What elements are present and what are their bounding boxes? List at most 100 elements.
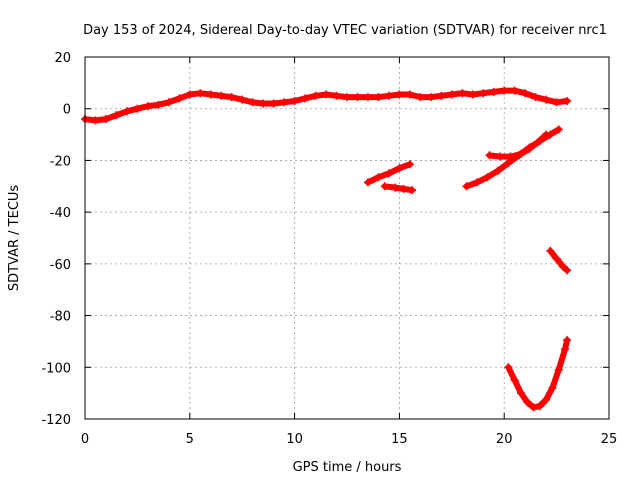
data-point [353,93,362,102]
x-tick-label: 20 [496,432,513,447]
data-point [437,91,446,100]
x-axis-label: GPS time / hours [293,460,402,475]
grid [84,56,610,420]
series-trace [547,247,571,274]
data-point [485,151,494,160]
data-point [563,266,572,275]
data-point [489,87,498,96]
data-point [269,99,278,108]
data-point [472,178,481,187]
data-point [154,100,163,109]
y-tick-label: -40 [50,206,71,221]
data-point [391,183,400,192]
data-point [290,96,299,105]
data-point [133,104,142,113]
data-point [523,398,532,407]
y-tick-label: -60 [50,258,71,273]
data-point [143,102,152,111]
plot-frame [84,56,610,420]
data-series [504,336,572,412]
data-point [175,94,184,103]
data-point [493,166,502,175]
chart-title: Day 153 of 2024, Sidereal Day-to-day VTE… [83,23,607,38]
data-series [546,246,572,275]
data-point [516,149,525,158]
data-point [164,98,173,107]
data-point [217,91,226,100]
data-point [552,98,561,107]
x-tick-label: 25 [601,432,618,447]
y-tick-label: -100 [41,361,71,376]
data-point [479,89,488,98]
data-point [529,403,538,412]
data-point [447,90,456,99]
data-point [405,90,414,99]
data-point [363,93,372,102]
data-point [374,93,383,102]
x-tick-label: 15 [391,432,408,447]
data-point [301,94,310,103]
data-point [343,93,351,102]
data-point [560,345,569,354]
data-point [516,389,525,398]
y-tick-label: -80 [50,310,71,325]
data-point [426,93,435,102]
data-point [542,95,551,104]
data-point [395,90,404,99]
data-series [363,160,414,187]
data-point [506,152,515,161]
data-point [407,186,416,195]
data-point [395,164,404,173]
data-point [101,115,110,124]
data-point [399,184,408,193]
data-point [384,91,393,100]
data-point [483,173,492,182]
data-point [563,96,572,105]
y-tick-label: 20 [54,51,71,66]
data-point [122,107,131,116]
data-point [542,395,551,404]
data-point [185,90,194,99]
data-point [311,91,320,100]
data-point [554,125,563,134]
data-point [554,365,563,374]
data-point [535,402,544,411]
data-point [380,182,389,191]
data-point [563,336,572,345]
data-point [548,383,557,392]
x-tick-label: 0 [81,432,89,447]
data-point [468,90,477,99]
data-point [496,152,505,161]
data-point [500,86,509,95]
x-tick-label: 5 [186,432,194,447]
tick-labels: 0 5 10 15 20 25 20 0 -20 -40 -60 -80 -100 -120 [41,51,617,447]
data-point [462,182,471,191]
data-point [533,138,542,147]
data-point [552,254,561,263]
data-point [322,90,331,99]
data-point [405,160,414,169]
data-point [458,89,467,98]
data-point [259,99,268,108]
data-point [196,89,205,98]
data-point [91,116,100,125]
data-point [558,262,567,271]
data-point [531,93,540,102]
data-series [485,130,551,161]
x-tick-label: 10 [286,432,303,447]
data-point [546,246,555,255]
data-point [416,93,425,102]
series-trace [381,183,415,194]
data-point [248,98,257,107]
data-point [238,95,247,104]
data-point [112,111,121,120]
data-point [280,98,289,107]
data-point [363,178,372,187]
data-point [504,363,513,372]
y-tick-label: -20 [50,154,71,169]
data-point [206,90,215,99]
data-point [384,169,393,178]
data-point [510,376,519,385]
data-points [81,86,572,412]
